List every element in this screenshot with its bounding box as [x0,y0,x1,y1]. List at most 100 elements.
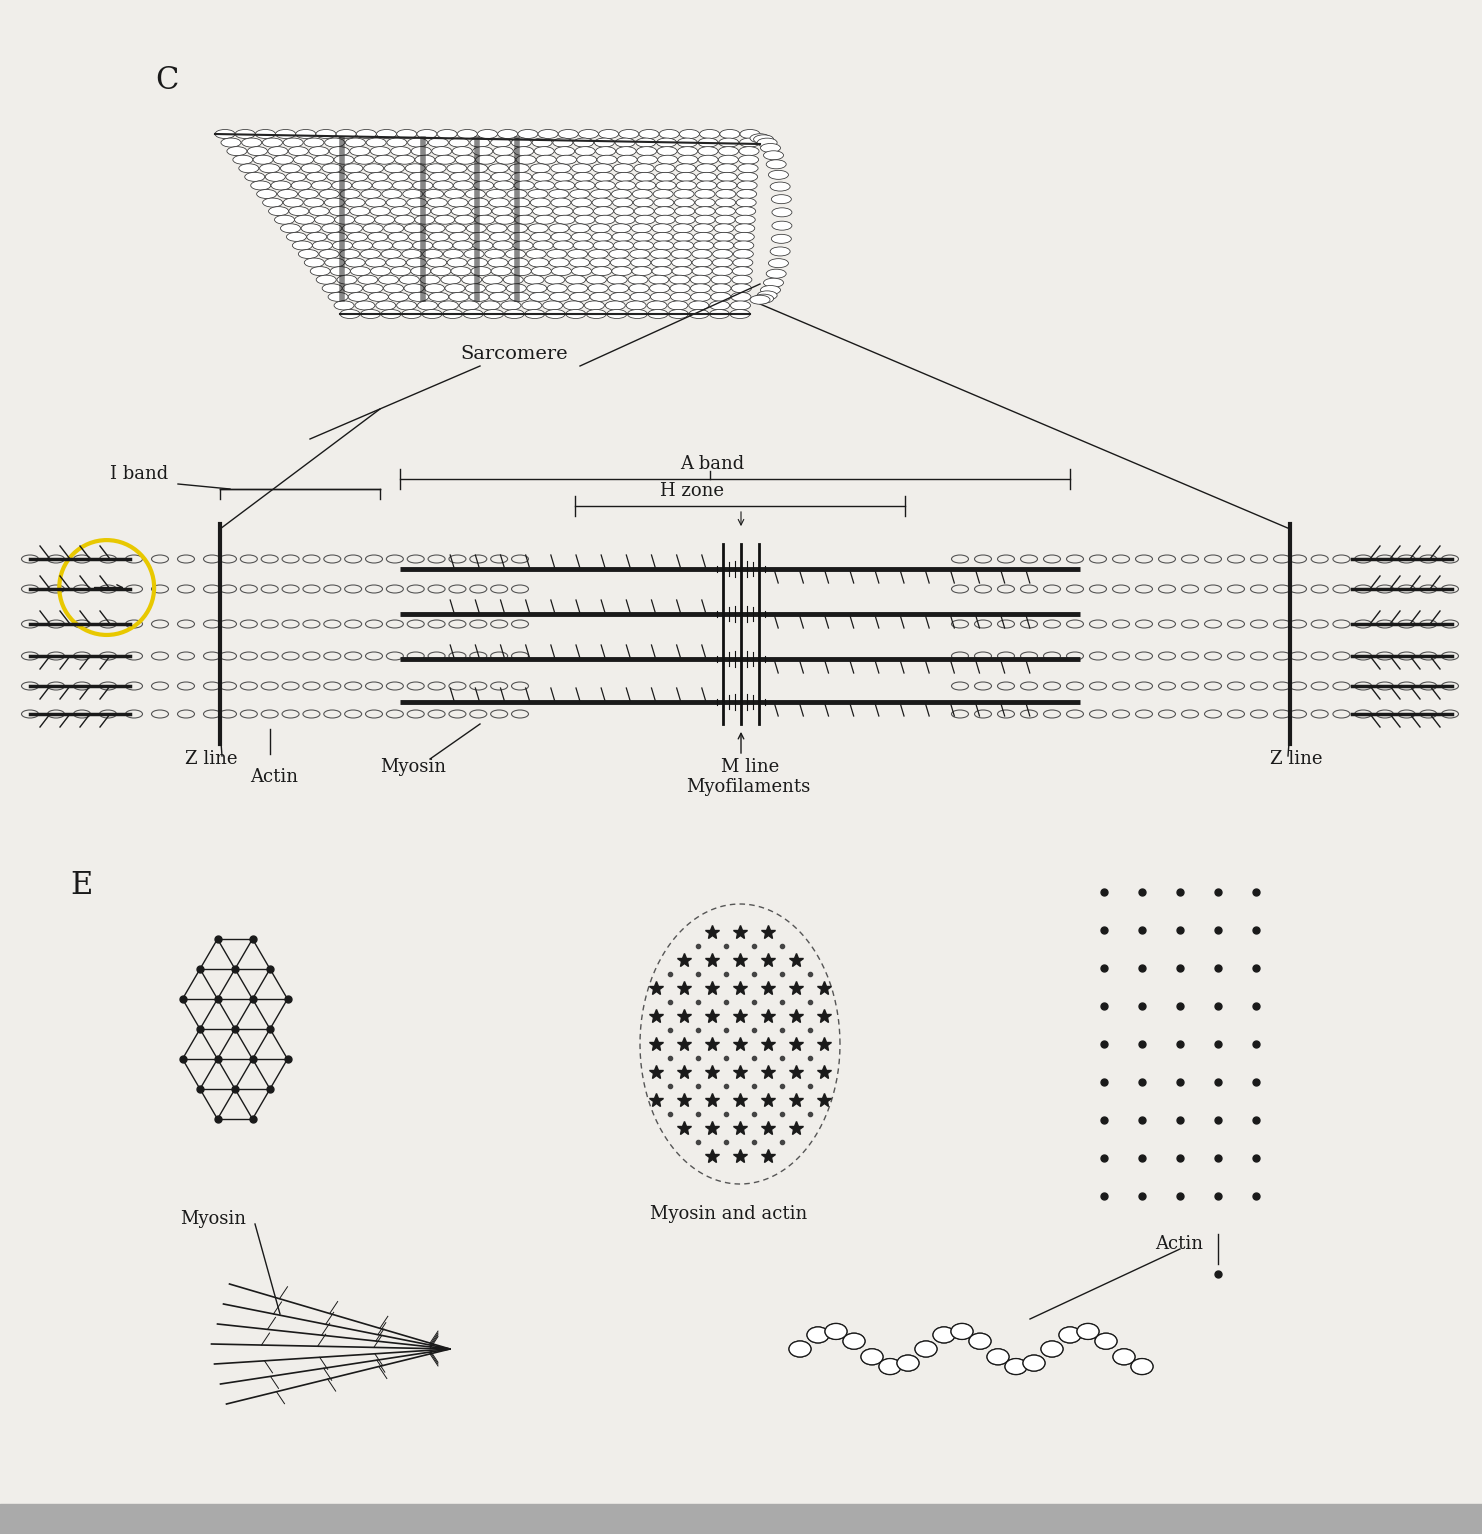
Ellipse shape [714,241,734,250]
Ellipse shape [508,224,528,233]
Ellipse shape [649,275,668,284]
Ellipse shape [532,207,553,216]
Ellipse shape [508,258,529,267]
Ellipse shape [636,138,657,147]
Ellipse shape [1131,1359,1153,1374]
Ellipse shape [325,198,344,207]
Text: M line: M line [722,758,780,776]
Ellipse shape [350,267,370,276]
Ellipse shape [262,198,283,207]
Ellipse shape [551,232,571,241]
Ellipse shape [631,267,652,276]
Ellipse shape [654,198,674,207]
Ellipse shape [655,164,674,173]
Ellipse shape [376,301,396,310]
Ellipse shape [289,147,308,155]
Ellipse shape [757,138,777,147]
Ellipse shape [283,138,304,147]
Ellipse shape [332,241,353,250]
Ellipse shape [391,147,411,155]
Ellipse shape [659,129,679,138]
Ellipse shape [310,267,330,276]
Ellipse shape [639,129,659,138]
Ellipse shape [415,215,434,224]
Ellipse shape [387,198,406,207]
Ellipse shape [1040,1341,1063,1358]
Ellipse shape [1060,1327,1080,1342]
Ellipse shape [969,1333,991,1350]
Ellipse shape [483,310,504,319]
Ellipse shape [424,190,443,198]
Ellipse shape [330,267,350,276]
Ellipse shape [408,138,428,147]
Ellipse shape [394,155,415,164]
Ellipse shape [769,259,788,267]
Ellipse shape [413,241,433,250]
Ellipse shape [590,224,611,233]
Ellipse shape [590,258,611,267]
Ellipse shape [698,155,719,164]
Ellipse shape [843,1333,865,1350]
Ellipse shape [572,232,591,241]
Ellipse shape [772,221,791,230]
Ellipse shape [485,250,505,259]
Ellipse shape [505,250,526,259]
Ellipse shape [409,172,430,181]
Ellipse shape [575,147,596,155]
Ellipse shape [325,258,345,267]
Text: Actin: Actin [1154,1235,1203,1253]
Ellipse shape [464,250,485,259]
Ellipse shape [448,198,468,207]
Ellipse shape [611,224,631,233]
Ellipse shape [314,215,335,224]
Ellipse shape [717,164,737,173]
Ellipse shape [1077,1324,1100,1339]
Ellipse shape [574,241,593,250]
Ellipse shape [987,1348,1009,1365]
Ellipse shape [673,232,694,241]
Ellipse shape [1023,1355,1045,1371]
Ellipse shape [339,250,360,259]
Ellipse shape [363,284,382,293]
Ellipse shape [437,129,456,138]
Ellipse shape [551,198,571,207]
Ellipse shape [542,301,563,310]
Ellipse shape [534,241,553,250]
Ellipse shape [716,190,735,198]
Text: Sarcomere: Sarcomere [459,345,568,364]
Ellipse shape [268,207,289,216]
Ellipse shape [381,310,402,319]
Ellipse shape [934,1327,954,1342]
Ellipse shape [442,275,461,284]
Ellipse shape [329,207,350,216]
Ellipse shape [754,135,774,144]
Ellipse shape [531,198,550,207]
Ellipse shape [255,129,276,138]
Ellipse shape [510,164,529,173]
Ellipse shape [593,164,612,173]
Ellipse shape [452,147,473,155]
Ellipse shape [382,190,402,198]
Ellipse shape [575,215,594,224]
Ellipse shape [569,258,590,267]
Ellipse shape [431,207,451,216]
Ellipse shape [634,207,654,216]
Ellipse shape [304,198,323,207]
Ellipse shape [489,198,510,207]
Ellipse shape [292,241,313,250]
Ellipse shape [763,278,784,287]
Ellipse shape [449,138,470,147]
Ellipse shape [657,147,677,155]
Ellipse shape [772,207,791,216]
Ellipse shape [692,267,713,276]
Ellipse shape [427,258,446,267]
Ellipse shape [658,155,677,164]
Text: Actin: Actin [250,769,298,785]
Ellipse shape [734,258,753,267]
Ellipse shape [735,207,756,216]
Ellipse shape [477,129,498,138]
Ellipse shape [674,207,695,216]
Ellipse shape [720,129,740,138]
Ellipse shape [710,301,729,310]
Ellipse shape [333,301,354,310]
